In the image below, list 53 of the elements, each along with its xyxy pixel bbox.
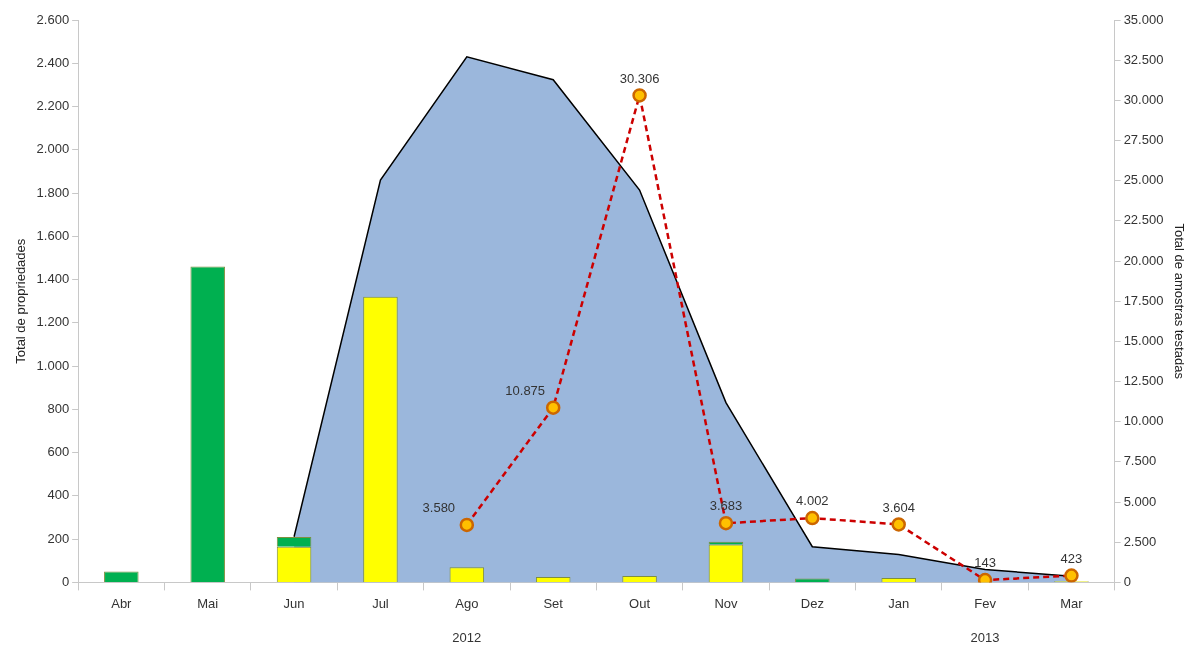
data-label: 3.604: [882, 499, 915, 515]
data-label: 10.875: [505, 382, 546, 398]
y-axis-title: Total de propriedades: [13, 238, 29, 364]
data-label: 143: [974, 555, 996, 571]
y2-tick-label: 12.500: [1123, 373, 1164, 389]
y-tick-label: 600: [47, 444, 70, 460]
x-tick-label: Dez: [800, 595, 824, 611]
y-tick-label: 1.800: [36, 184, 70, 200]
x-tick-label: Set: [543, 595, 564, 611]
y2-tick-label: 20.000: [1123, 252, 1164, 268]
x-tick-label: Abr: [111, 595, 133, 611]
y-tick-label: 0: [61, 573, 70, 589]
y2-tick-label: 15.000: [1123, 332, 1164, 348]
data-label: 3.683: [709, 498, 743, 514]
x-tick-label: Jul: [372, 595, 389, 611]
y2-tick-label: 35.000: [1123, 11, 1164, 27]
data-label: 423: [1060, 550, 1083, 566]
x-tick-label: Jan: [888, 595, 910, 611]
y2-tick-label: 17.500: [1123, 292, 1164, 308]
text: 2013: [970, 629, 1000, 645]
y-tick-label: 200: [47, 530, 70, 546]
y2-axis-title: Total de amostras testadas: [1171, 223, 1187, 380]
y-tick-label: 2.600: [36, 11, 70, 27]
x-tick-label: Fev: [974, 595, 997, 611]
y2-tick-label: 25.000: [1123, 172, 1164, 188]
x-tick-label: Mar: [1060, 595, 1084, 611]
y-tick-label: 1.400: [36, 271, 70, 287]
data-label: 3.580: [422, 499, 456, 515]
y2-tick-label: 2.500: [1123, 533, 1157, 549]
y-tick-label: 1.200: [36, 314, 70, 330]
x-tick-label: Nov: [714, 595, 738, 611]
y-tick-label: 1.000: [36, 357, 70, 373]
y-tick-label: 1.600: [36, 227, 70, 243]
y-tick-label: 2.400: [36, 54, 70, 70]
y2-tick-label: 10.000: [1123, 413, 1164, 429]
y2-tick-label: 7.500: [1123, 453, 1157, 469]
y-tick-label: 2.000: [36, 141, 70, 157]
y-tick-label: 2.200: [36, 98, 70, 114]
y2-tick-label: 30.000: [1123, 91, 1164, 107]
y2-tick-label: 32.500: [1123, 51, 1164, 67]
x-tick-label: Out: [629, 595, 651, 611]
data-label: 4.002: [796, 493, 829, 509]
y2-tick-label: 27.500: [1123, 132, 1164, 148]
text: 2012: [452, 629, 482, 645]
y2-tick-label: 0: [1123, 573, 1131, 589]
y-tick-label: 400: [47, 487, 70, 503]
y-tick-label: 800: [47, 400, 70, 416]
y2-tick-label: 22.500: [1123, 212, 1164, 228]
x-tick-label: Mai: [197, 595, 219, 611]
data-label: 30.306: [619, 70, 660, 86]
y2-tick-label: 5.000: [1123, 493, 1157, 509]
x-tick-label: Jun: [283, 595, 305, 611]
x-tick-label: Ago: [455, 595, 479, 611]
